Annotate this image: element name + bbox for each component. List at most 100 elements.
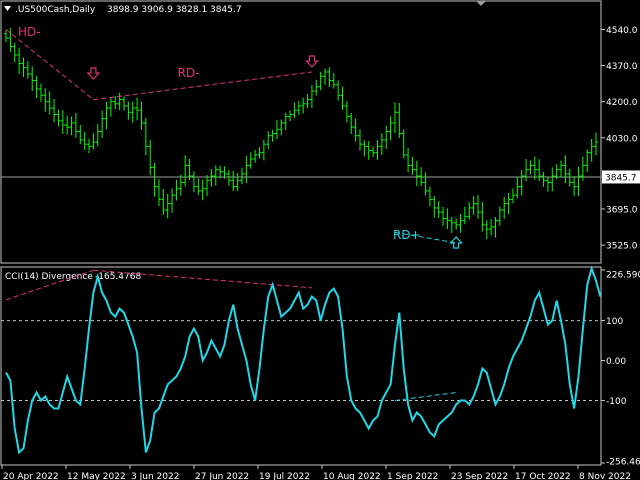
price-bar <box>524 159 529 182</box>
price-bar <box>288 110 293 122</box>
time-axis-label: 8 Nov 2022 <box>579 472 631 480</box>
price-bar <box>406 147 411 173</box>
cci-level-lines <box>1 320 601 401</box>
price-bar <box>270 129 275 142</box>
price-bar <box>161 188 166 215</box>
price-bar <box>358 129 362 151</box>
price-bar <box>559 160 564 178</box>
price-bar <box>467 202 472 220</box>
price-bar <box>585 149 590 172</box>
price-bar <box>484 220 489 240</box>
scroll-marker-icon[interactable] <box>476 1 486 6</box>
cci-divergence-line <box>394 391 457 401</box>
cci-axis: 226.5905 100 0.00 -100 -256.4655 <box>601 269 640 468</box>
cci-divergences <box>5 269 457 401</box>
price-bar <box>515 176 520 199</box>
price-bar <box>572 176 577 196</box>
price-bar <box>537 159 542 182</box>
price-axis-label: 4200.0 <box>606 98 638 108</box>
price-bar <box>213 165 218 186</box>
price-bar <box>462 206 467 225</box>
price-bar <box>30 66 35 92</box>
price-bar <box>314 79 319 96</box>
time-axis-label: 10 Aug 2022 <box>323 472 381 480</box>
price-bar <box>257 147 262 159</box>
price-bar <box>21 57 26 78</box>
price-bar <box>34 76 39 99</box>
price-bar <box>589 138 594 162</box>
price-bar <box>554 164 559 180</box>
price-axis: 4540.0 4370.0 4200.0 4030.0 3695.0 3525.0 <box>601 26 638 252</box>
cci-axis-label: 100 <box>606 317 623 327</box>
price-bar <box>419 167 424 187</box>
time-axis-label: 3 Jun 2022 <box>131 472 179 480</box>
price-bar <box>454 218 459 230</box>
price-bar <box>244 155 249 184</box>
price-bar <box>8 27 13 53</box>
price-bar <box>410 156 415 175</box>
price-bars <box>4 27 598 240</box>
price-bar <box>196 178 201 195</box>
price-bar <box>379 133 384 155</box>
divergence-line <box>394 231 457 244</box>
price-bar <box>148 140 153 176</box>
price-bar <box>43 88 48 112</box>
price-bar <box>458 213 463 233</box>
price-bar <box>375 140 380 160</box>
price-bar <box>95 124 100 147</box>
main-window-frame <box>0 0 602 264</box>
time-axis-label: 19 Jul 2022 <box>259 472 310 480</box>
price-bar <box>135 97 140 121</box>
price-bar <box>401 129 406 159</box>
time-axis-label: 12 May 2022 <box>67 472 126 480</box>
price-bar <box>65 115 70 135</box>
price-bar <box>78 125 83 145</box>
price-bar <box>47 91 52 115</box>
price-bar <box>427 186 432 207</box>
price-bar <box>4 30 8 43</box>
price-bar <box>331 72 336 89</box>
cci-axis-label: 0.00 <box>606 357 626 367</box>
price-bar <box>139 101 144 130</box>
price-bar <box>52 98 57 123</box>
price-bar <box>108 97 113 117</box>
price-bar <box>200 179 205 201</box>
price-bar <box>336 80 341 101</box>
down-arrow-icon <box>305 55 319 68</box>
cci-axis-label: 226.5905 <box>606 271 640 281</box>
price-bar <box>301 97 306 114</box>
price-bar <box>327 67 332 87</box>
price-bar <box>305 93 310 109</box>
price-bar <box>519 169 524 196</box>
price-bar <box>117 92 122 111</box>
divergence-line <box>5 29 94 100</box>
price-bar <box>476 195 480 219</box>
price-bar <box>73 112 78 138</box>
price-bar <box>104 101 109 130</box>
price-bar <box>506 192 511 215</box>
cci-axis-label: -100 <box>606 397 627 407</box>
price-bar <box>187 158 192 181</box>
price-bar <box>261 139 266 161</box>
time-axis-label: 17 Oct 2022 <box>515 472 571 480</box>
price-bar <box>292 102 297 118</box>
price-bar <box>69 116 74 136</box>
price-bar <box>240 167 244 185</box>
price-bar <box>248 152 253 169</box>
cci-divergence-line <box>93 269 312 289</box>
price-divergences: HD- RD- RD+ <box>5 25 464 249</box>
price-bar <box>362 140 367 157</box>
price-bar <box>392 102 397 134</box>
price-bar <box>152 162 157 197</box>
current-price-tag <box>602 170 640 184</box>
symbol-dropdown-icon[interactable] <box>4 6 11 11</box>
price-bar <box>423 172 428 196</box>
price-bar <box>563 155 568 184</box>
price-bar <box>60 110 65 134</box>
price-bar <box>25 61 30 79</box>
price-bar <box>388 116 393 141</box>
price-bar <box>56 109 61 127</box>
price-bar <box>209 169 214 187</box>
price-bar <box>441 206 446 226</box>
